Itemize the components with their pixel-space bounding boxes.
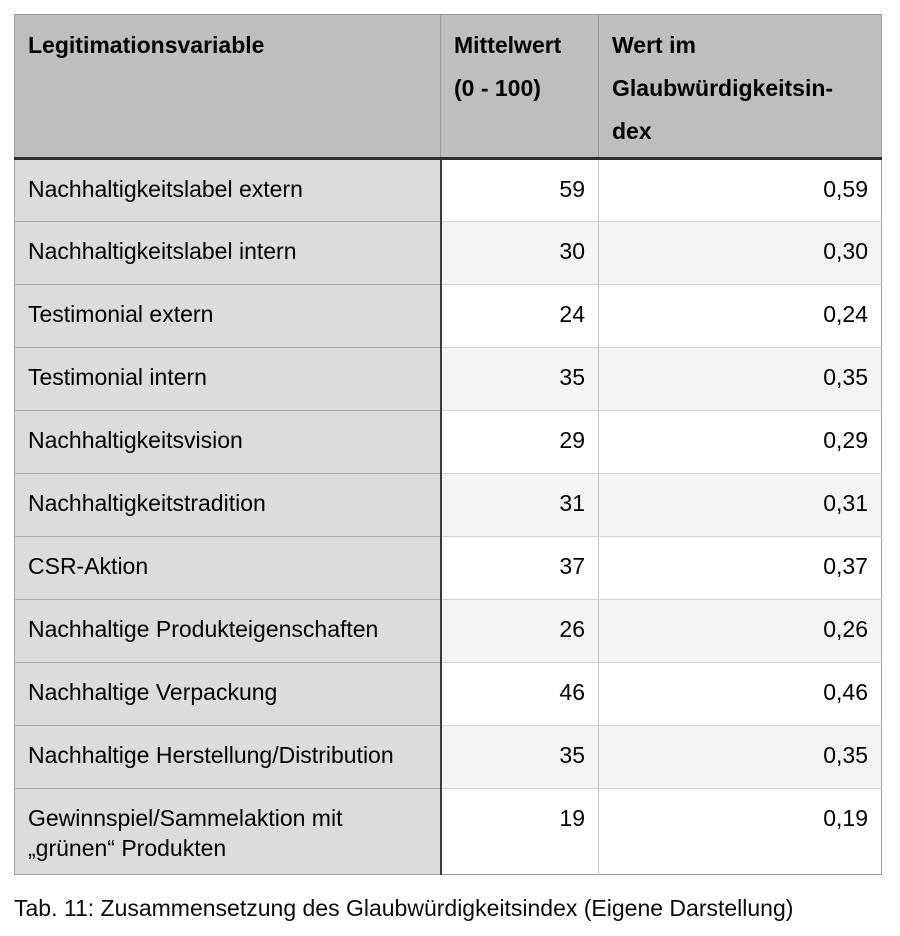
- table-caption: Tab. 11: Zusammensetzung des Glaubwürdig…: [14, 895, 794, 921]
- cell-wert: 0,35: [598, 725, 882, 789]
- header-label: Legitimationsvariable: [28, 32, 265, 58]
- table-row: Nachhaltigkeitstradition 31 0,31: [14, 473, 882, 537]
- table-row: Gewinnspiel/Sammelaktion mit „grünen“ Pr…: [14, 788, 882, 875]
- table-row: Nachhaltige Verpackung 46 0,46: [14, 662, 882, 726]
- cell-variable: Testimonial intern: [14, 347, 442, 411]
- table-row: Testimonial extern 24 0,24: [14, 284, 882, 348]
- cell-mittelwert: 46: [440, 662, 599, 726]
- cell-wert: 0,59: [598, 158, 882, 222]
- header-cell-wert-im-index: Wert im Glaubwürdigkeitsin- dex: [598, 14, 882, 160]
- cell-variable: Nachhaltigkeitsvision: [14, 410, 442, 474]
- cell-variable: Nachhaltige Produkteigenschaften: [14, 599, 442, 663]
- cell-wert: 0,37: [598, 536, 882, 600]
- cell-mittelwert: 59: [440, 158, 599, 222]
- cell-mittelwert: 30: [440, 221, 599, 285]
- header-label-range: (0 - 100): [454, 75, 541, 101]
- cell-variable: CSR-Aktion: [14, 536, 442, 600]
- cell-wert: 0,19: [598, 788, 882, 875]
- cell-wert: 0,26: [598, 599, 882, 663]
- cell-wert: 0,24: [598, 284, 882, 348]
- cell-variable: Testimonial extern: [14, 284, 442, 348]
- cell-mittelwert: 31: [440, 473, 599, 537]
- cell-mittelwert: 24: [440, 284, 599, 348]
- header-label: Glaubwürdigkeitsin-: [612, 75, 834, 101]
- cell-variable: Nachhaltigkeitstradition: [14, 473, 442, 537]
- cell-mittelwert: 29: [440, 410, 599, 474]
- table-row: Nachhaltigkeitslabel intern 30 0,30: [14, 221, 882, 285]
- cell-mittelwert: 35: [440, 347, 599, 411]
- cell-variable: Nachhaltigkeitslabel extern: [14, 158, 442, 222]
- cell-wert: 0,35: [598, 347, 882, 411]
- header-label: dex: [612, 118, 652, 144]
- table-row: Nachhaltigkeitsvision 29 0,29: [14, 410, 882, 474]
- header-cell-mittelwert: Mittelwert (0 - 100): [440, 14, 599, 160]
- table-row: Nachhaltige Produkteigenschaften 26 0,26: [14, 599, 882, 663]
- cell-wert: 0,46: [598, 662, 882, 726]
- cell-wert: 0,29: [598, 410, 882, 474]
- table-row: Nachhaltigkeitslabel extern 59 0,59: [14, 158, 882, 222]
- cell-mittelwert: 26: [440, 599, 599, 663]
- cell-variable: Gewinnspiel/Sammelaktion mit „grünen“ Pr…: [14, 788, 442, 875]
- cell-variable: Nachhaltigkeitslabel intern: [14, 221, 442, 285]
- header-label: Mittelwert: [454, 32, 562, 58]
- cell-mittelwert: 37: [440, 536, 599, 600]
- table-row: Nachhaltige Herstellung/Distribution 35 …: [14, 725, 882, 789]
- header-label: Wert im: [612, 32, 696, 58]
- table-row: Testimonial intern 35 0,35: [14, 347, 882, 411]
- table-container: Legitimationsvariable Mittelwert (0 - 10…: [14, 14, 882, 875]
- header-cell-legitimationsvariable: Legitimationsvariable: [14, 14, 441, 160]
- cell-mittelwert: 19: [440, 788, 599, 875]
- cell-variable: Nachhaltige Verpackung: [14, 662, 442, 726]
- header-row: Legitimationsvariable Mittelwert (0 - 10…: [14, 14, 882, 160]
- cell-wert: 0,30: [598, 221, 882, 285]
- cell-mittelwert: 35: [440, 725, 599, 789]
- glaubwuerdigkeitsindex-table: Legitimationsvariable Mittelwert (0 - 10…: [14, 14, 882, 875]
- table-row: CSR-Aktion 37 0,37: [14, 536, 882, 600]
- cell-variable: Nachhaltige Herstellung/Distribution: [14, 725, 442, 789]
- cell-wert: 0,31: [598, 473, 882, 537]
